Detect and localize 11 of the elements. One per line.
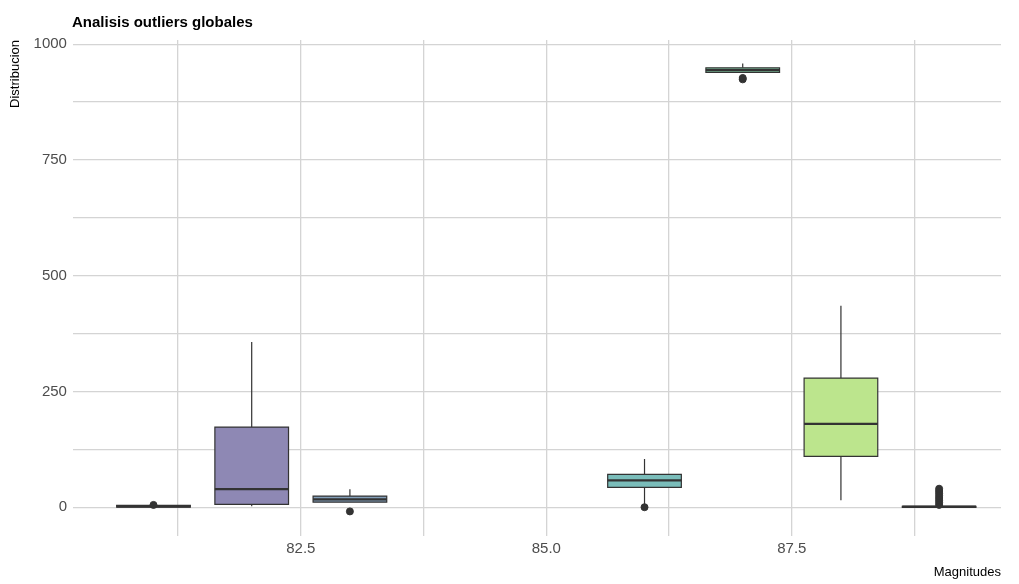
y-tick-label: 250 <box>41 381 67 399</box>
y-tick-label: 0 <box>58 497 67 515</box>
x-tick-label: 82.5 <box>286 538 316 556</box>
x-axis-title: Magnitudes <box>933 563 1002 579</box>
y-axis-title: Distribucion <box>7 40 23 108</box>
chart-title: Analisis outliers globales <box>71 13 253 30</box>
y-tick-label: 750 <box>41 150 67 168</box>
x-tick-label: 85.0 <box>531 538 561 556</box>
x-tick-label: 87.5 <box>777 538 807 556</box>
y-tick-label: 500 <box>41 265 67 283</box>
y-tick-label: 1000 <box>33 34 67 52</box>
